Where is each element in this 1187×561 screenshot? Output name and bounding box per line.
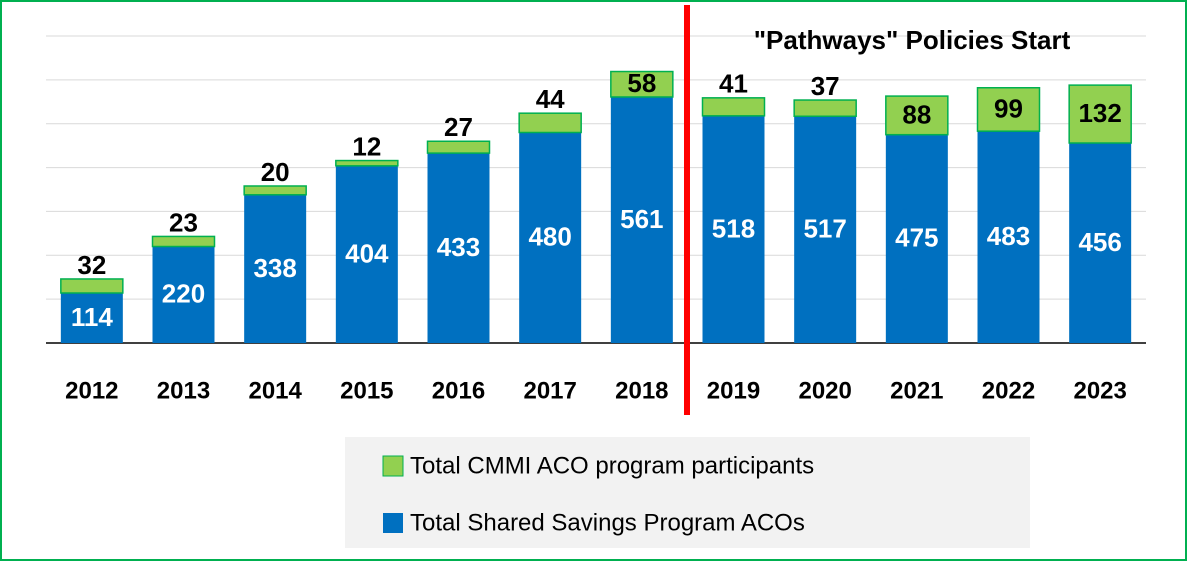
bar-segment (793, 99, 857, 118)
x-tick-label: 2017 (523, 377, 576, 404)
bar-segment (885, 134, 948, 343)
value-label: 37 (811, 71, 840, 101)
x-tick-label: 2023 (1073, 377, 1126, 404)
value-label: 88 (902, 99, 931, 129)
value-label: 475 (895, 223, 938, 253)
bar-segment (610, 96, 673, 343)
value-label: 483 (987, 221, 1030, 251)
bar-segment (610, 70, 674, 98)
bar-segment (977, 131, 1040, 343)
x-tick-label: 2013 (157, 377, 210, 404)
value-label: 220 (162, 279, 205, 309)
value-label: 58 (627, 68, 656, 98)
value-label: 32 (77, 250, 106, 280)
bar-segment (60, 293, 123, 343)
bar-segment (152, 246, 215, 343)
value-label: 456 (1078, 227, 1121, 257)
bar-segment (701, 97, 766, 117)
x-tick-label: 2015 (340, 377, 393, 404)
bar-segment (335, 159, 399, 167)
bar-segment (794, 116, 857, 343)
value-label: 132 (1078, 98, 1121, 128)
legend-swatch (383, 513, 403, 533)
legend-label: Total Shared Savings Program ACOs (410, 509, 805, 536)
bar-segment (519, 132, 582, 343)
x-tick-label: 2014 (248, 377, 302, 404)
x-tick-label: 2020 (798, 377, 851, 404)
x-tick-label: 2019 (707, 377, 760, 404)
x-tick-label: 2022 (982, 377, 1035, 404)
bar-segment (1069, 143, 1132, 343)
annotation: "Pathways" Policies Start (754, 25, 1071, 55)
value-label: 114 (71, 302, 113, 332)
bar-segment (244, 194, 307, 343)
value-label: 561 (620, 204, 663, 234)
bar-segment (427, 153, 490, 343)
value-label: 20 (261, 157, 290, 187)
value-label: 433 (437, 232, 480, 262)
bar-segment (60, 278, 124, 294)
bar-segment (243, 185, 307, 196)
value-label: 404 (345, 238, 389, 268)
value-label: 44 (536, 84, 565, 114)
legend-box (345, 437, 1030, 548)
value-label: 41 (719, 69, 748, 99)
value-label: 99 (994, 93, 1023, 123)
bar-segment (976, 87, 1041, 132)
value-label: 27 (444, 112, 473, 142)
bar-segment (885, 95, 949, 136)
legend-label: Total CMMI ACO program participants (410, 452, 814, 479)
x-tick-label: 2012 (65, 377, 118, 404)
bar-segment (151, 235, 216, 248)
bar-segment (518, 112, 582, 134)
value-label: 23 (169, 207, 198, 237)
bar-segment (426, 140, 491, 154)
bar-segment (1068, 84, 1132, 144)
value-label: 12 (352, 131, 381, 161)
legend-swatch (382, 455, 404, 477)
x-tick-label: 2018 (615, 377, 668, 404)
x-tick-label: 2016 (432, 377, 485, 404)
value-label: 338 (253, 253, 296, 283)
value-label: 480 (528, 222, 571, 252)
bar-segment (702, 115, 765, 343)
bar-segment (335, 165, 398, 343)
x-tick-label: 2021 (890, 377, 943, 404)
value-label: 518 (712, 213, 755, 243)
value-label: 517 (803, 214, 846, 244)
